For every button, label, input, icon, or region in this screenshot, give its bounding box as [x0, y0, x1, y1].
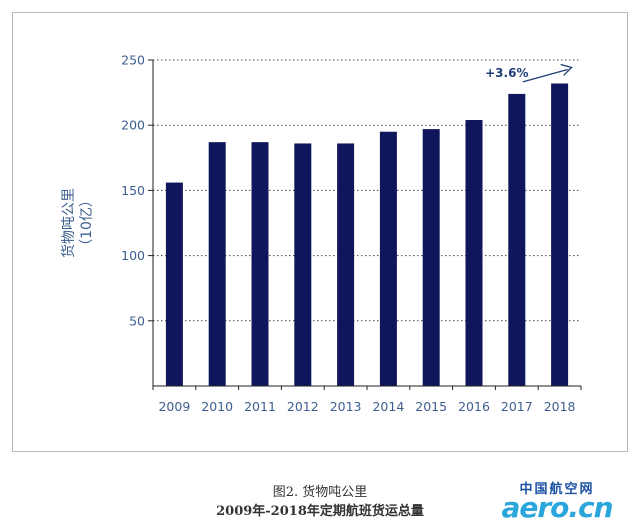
x-tick-label: 2016	[458, 399, 490, 414]
x-tick-label: 2015	[415, 399, 447, 414]
tick-labels: 50 100 150 200 250 2009 2010 2011 2012 2013 2014 20…	[60, 53, 576, 415]
bar-2014	[379, 131, 397, 386]
y-tick-label: 250	[121, 53, 145, 68]
bar-2010	[208, 142, 226, 386]
y-tick-label: 100	[121, 248, 145, 263]
x-tick-label: 2013	[330, 399, 362, 414]
logo-latin-text: aero.cn	[501, 491, 613, 524]
bar-2018	[551, 83, 569, 387]
y-axis-label: 货物吨公里 （10亿）	[60, 188, 95, 258]
figure-caption-subtitle: 2009年-2018年定期航班货运总量	[216, 504, 424, 519]
bar-2012	[294, 143, 312, 386]
bar-2011	[251, 142, 269, 386]
y-tick-label: 50	[129, 313, 145, 328]
x-tick-label: 2011	[244, 399, 276, 414]
chart-frame: 50 100 150 200 250 2009 2010 2011 2012 2013 2014 20…	[12, 12, 628, 452]
x-tick-label: 2009	[158, 399, 190, 414]
bar-2009	[165, 182, 183, 386]
bar-2013	[337, 143, 355, 386]
bar-2017	[508, 93, 526, 387]
x-tick-label: 2012	[287, 399, 319, 414]
logo-chinese-text: 中国航空网	[519, 482, 595, 497]
y-axis-label-line: （10亿）	[79, 193, 95, 253]
annotation: +3.6%	[485, 63, 573, 83]
x-tick-label: 2018	[544, 399, 576, 414]
bar-2015	[422, 129, 440, 386]
bars	[165, 83, 569, 387]
bar-chart: 50 100 150 200 250 2009 2010 2011 2012 2013 2014 20…	[60, 53, 582, 415]
y-tick-label: 150	[121, 183, 145, 198]
y-axis-label-line: 货物吨公里	[60, 188, 77, 258]
growth-annotation-label: +3.6%	[485, 66, 528, 80]
figure-caption-title: 图2. 货物吨公里	[272, 485, 368, 500]
aero-cn-logo: 中国航空网 aero.cn	[482, 478, 632, 524]
x-tick-label: 2014	[372, 399, 404, 414]
growth-arrow-line	[522, 68, 568, 83]
y-tick-label: 200	[121, 118, 145, 133]
x-tick-label: 2017	[501, 399, 533, 414]
bar-2016	[465, 119, 483, 386]
growth-arrow-head	[560, 63, 573, 76]
x-tick-label: 2010	[201, 399, 233, 414]
axes	[148, 59, 582, 390]
